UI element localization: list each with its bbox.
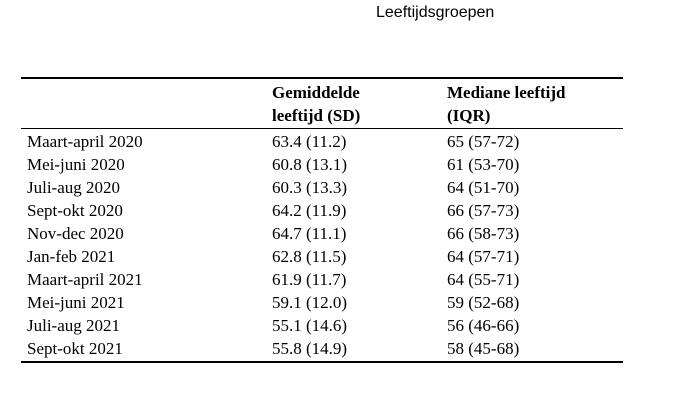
header-median-age-line2: (IQR): [447, 106, 491, 125]
table-row: Juli-aug 2020 60.3 (13.3) 64 (51-70): [21, 176, 623, 199]
period-cell: Sept-okt 2020: [27, 201, 123, 220]
mean-age-cell: 63.4 (11.2): [272, 132, 347, 151]
table-row: Sept-okt 2021 55.8 (14.9) 58 (45-68): [21, 337, 623, 363]
mean-age-cell: 55.8 (14.9): [272, 337, 447, 363]
median-age-cell: 66 (57-73): [447, 201, 520, 220]
median-age-cell: 58 (45-68): [447, 337, 623, 363]
header-mean-age-line1: Gemiddelde: [272, 83, 360, 102]
median-age-cell: 64 (51-70): [447, 178, 520, 197]
mean-age-cell: 60.3 (13.3): [272, 178, 348, 197]
median-age-cell: 61 (53-70): [447, 155, 520, 174]
table-header: Gemiddelde leeftijd (SD) Mediane leeftij…: [21, 78, 623, 129]
caption-text: Leeftijdsgroepen: [376, 4, 495, 21]
period-cell: Mei-juni 2020: [27, 155, 125, 174]
table-row: Sept-okt 2020 64.2 (11.9) 66 (57-73): [21, 199, 623, 222]
median-age-cell: 56 (46-66): [447, 316, 520, 335]
table-body: Maart-april 2020 63.4 (11.2) 65 (57-72) …: [21, 129, 623, 363]
table-row: Juli-aug 2021 55.1 (14.6) 56 (46-66): [21, 314, 623, 337]
mean-age-cell: 59.1 (12.0): [272, 293, 348, 312]
header-median-age: Mediane leeftijd (IQR): [447, 78, 623, 129]
header-row: Gemiddelde leeftijd (SD) Mediane leeftij…: [21, 78, 623, 129]
period-cell: Mei-juni 2021: [27, 293, 125, 312]
table-row: Mei-juni 2021 59.1 (12.0) 59 (52-68): [21, 291, 623, 314]
mean-age-cell: 55.1 (14.6): [272, 316, 348, 335]
period-cell: Nov-dec 2020: [27, 224, 124, 243]
table-row: Jan-feb 2021 62.8 (11.5) 64 (57-71): [21, 245, 623, 268]
table-row: Maart-april 2020 63.4 (11.2) 65 (57-72): [21, 129, 623, 154]
header-period: [21, 78, 272, 129]
mean-age-cell: 62.8 (11.5): [272, 247, 347, 266]
median-age-cell: 59 (52-68): [447, 293, 520, 312]
period-cell: Maart-april 2020: [27, 132, 143, 151]
header-mean-age: Gemiddelde leeftijd (SD): [272, 78, 447, 129]
period-cell: Juli-aug 2021: [27, 316, 121, 335]
mean-age-cell: 64.2 (11.9): [272, 201, 347, 220]
age-groups-table-container: Gemiddelde leeftijd (SD) Mediane leeftij…: [21, 77, 623, 363]
table-row: Maart-april 2021 61.9 (11.7) 64 (55-71): [21, 268, 623, 291]
period-cell: Jan-feb 2021: [27, 247, 116, 266]
median-age-cell: 66 (58-73): [447, 224, 520, 243]
period-cell: Maart-april 2021: [27, 270, 143, 289]
table-row: Nov-dec 2020 64.7 (11.1) 66 (58-73): [21, 222, 623, 245]
median-age-cell: 65 (57-72): [447, 132, 520, 151]
period-cell: Juli-aug 2020: [27, 178, 121, 197]
mean-age-cell: 64.7 (11.1): [272, 224, 347, 243]
age-groups-table: Gemiddelde leeftijd (SD) Mediane leeftij…: [21, 77, 623, 363]
table-row: Mei-juni 2020 60.8 (13.1) 61 (53-70): [21, 153, 623, 176]
mean-age-cell: 61.9 (11.7): [272, 270, 347, 289]
header-median-age-line1: Mediane leeftijd: [447, 83, 566, 102]
header-mean-age-line2: leeftijd (SD): [272, 106, 361, 125]
period-cell: Sept-okt 2021: [21, 337, 272, 363]
median-age-cell: 64 (57-71): [447, 247, 520, 266]
mean-age-cell: 60.8 (13.1): [272, 155, 348, 174]
median-age-cell: 64 (55-71): [447, 270, 520, 289]
